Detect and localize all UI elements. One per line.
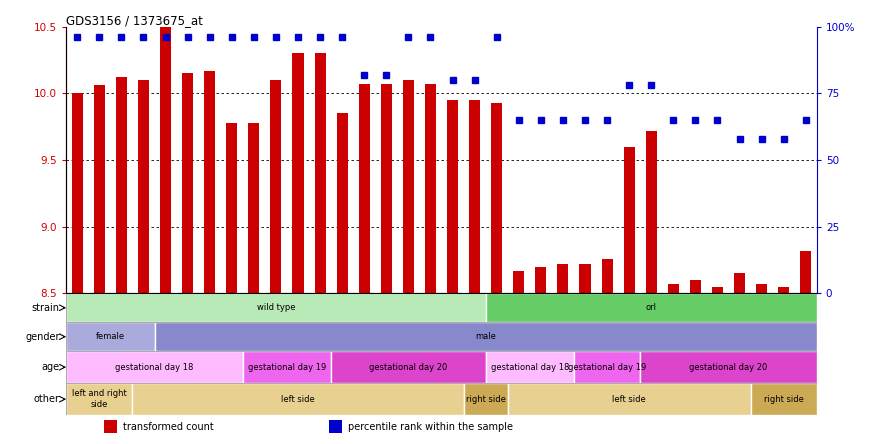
Bar: [155, 322, 817, 351]
Text: right side: right side: [465, 395, 506, 404]
Text: percentile rank within the sample: percentile rank within the sample: [349, 422, 513, 432]
Bar: [182, 73, 193, 293]
Bar: [314, 53, 326, 293]
Text: orl: orl: [645, 303, 657, 312]
Text: other: other: [34, 394, 59, 404]
Bar: [712, 287, 723, 293]
Text: right side: right side: [764, 395, 804, 404]
Bar: [640, 351, 817, 383]
Bar: [204, 71, 215, 293]
Text: strain: strain: [32, 303, 59, 313]
Bar: [72, 93, 83, 293]
Text: wild type: wild type: [257, 303, 295, 312]
Bar: [381, 84, 392, 293]
Text: age: age: [42, 362, 59, 372]
Text: left side: left side: [612, 395, 646, 404]
Bar: [66, 383, 132, 415]
Bar: [601, 258, 613, 293]
Text: gestational day 18: gestational day 18: [116, 363, 193, 372]
Bar: [138, 80, 149, 293]
Bar: [508, 383, 751, 415]
Bar: [469, 100, 480, 293]
Bar: [425, 84, 436, 293]
Text: gestational day 20: gestational day 20: [369, 363, 448, 372]
Bar: [336, 113, 348, 293]
Bar: [751, 383, 817, 415]
Bar: [513, 271, 525, 293]
Text: gestational day 19: gestational day 19: [248, 363, 326, 372]
Bar: [66, 293, 486, 322]
Text: gender: gender: [25, 332, 59, 342]
Bar: [579, 264, 591, 293]
Text: female: female: [96, 332, 125, 341]
Text: gestational day 18: gestational day 18: [491, 363, 569, 372]
Bar: [756, 284, 767, 293]
Bar: [403, 80, 414, 293]
Text: male: male: [475, 332, 496, 341]
Text: transformed count: transformed count: [124, 422, 214, 432]
Text: left side: left side: [281, 395, 315, 404]
Bar: [331, 351, 486, 383]
Bar: [668, 284, 679, 293]
Bar: [226, 123, 238, 293]
Bar: [447, 100, 458, 293]
Bar: [132, 383, 464, 415]
Bar: [574, 351, 640, 383]
Bar: [645, 131, 657, 293]
Text: gestational day 20: gestational day 20: [690, 363, 767, 372]
Bar: [66, 351, 243, 383]
Bar: [94, 85, 105, 293]
Bar: [623, 147, 635, 293]
Bar: [690, 280, 701, 293]
Bar: [248, 123, 260, 293]
Bar: [486, 293, 817, 322]
Text: left and right
side: left and right side: [72, 389, 127, 409]
Bar: [270, 80, 282, 293]
Bar: [734, 274, 745, 293]
Bar: [160, 27, 171, 293]
Bar: [800, 250, 811, 293]
Bar: [535, 266, 547, 293]
Bar: [292, 53, 304, 293]
Bar: [329, 420, 343, 433]
Text: GDS3156 / 1373675_at: GDS3156 / 1373675_at: [66, 14, 203, 27]
Bar: [491, 103, 502, 293]
Bar: [486, 351, 574, 383]
Bar: [116, 77, 127, 293]
Bar: [66, 322, 155, 351]
Bar: [464, 383, 508, 415]
Bar: [557, 264, 569, 293]
Bar: [243, 351, 331, 383]
Bar: [358, 84, 370, 293]
Bar: [104, 420, 117, 433]
Bar: [778, 287, 789, 293]
Text: gestational day 19: gestational day 19: [568, 363, 646, 372]
